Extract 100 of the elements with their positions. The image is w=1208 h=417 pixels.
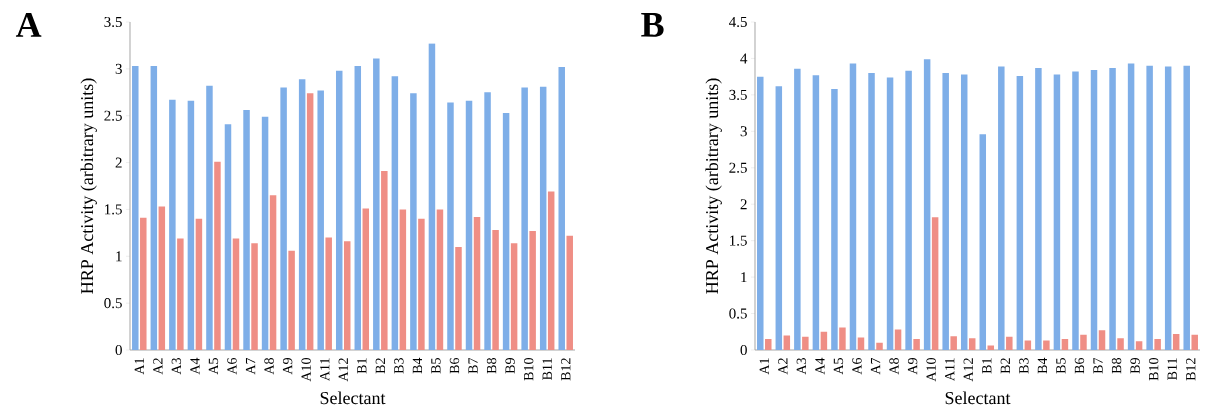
x-tick-label: B1 xyxy=(982,358,992,374)
bar xyxy=(391,76,399,350)
y-tick-label: 2 xyxy=(115,157,122,168)
x-tick-label: A3 xyxy=(171,358,182,375)
y-tick-label: 2.5 xyxy=(104,110,122,121)
x-tick-label: B10 xyxy=(523,358,534,381)
chart-title: A xyxy=(15,12,42,37)
bar xyxy=(399,209,407,350)
bar xyxy=(1016,75,1024,350)
bar xyxy=(1183,65,1190,350)
y-tick-label: 3.5 xyxy=(729,89,747,100)
bar xyxy=(886,77,894,350)
bar xyxy=(960,74,968,350)
bar xyxy=(306,93,314,350)
x-tick-label: A5 xyxy=(833,358,844,375)
bar xyxy=(765,339,772,350)
y-tick-label: 3 xyxy=(115,63,122,74)
x-tick-label: B4 xyxy=(412,357,423,374)
x-tick-label: B7 xyxy=(1093,357,1103,374)
bar xyxy=(521,87,528,350)
bar xyxy=(251,243,258,350)
y-tick-label: 0.5 xyxy=(729,308,747,319)
x-tick-label: B12 xyxy=(1186,358,1196,381)
bar xyxy=(169,99,176,350)
bar xyxy=(757,76,764,350)
x-tick-label: A2 xyxy=(778,358,788,375)
bar xyxy=(317,90,324,350)
bar xyxy=(224,124,232,350)
bar xyxy=(942,73,949,350)
y-tick-label: 1.5 xyxy=(730,235,747,246)
bar xyxy=(529,230,536,350)
bar xyxy=(539,86,547,350)
x-tick-label: A6 xyxy=(852,357,862,375)
bar xyxy=(418,218,425,350)
x-tick-label: B12 xyxy=(561,358,571,381)
bar xyxy=(132,66,139,350)
bar xyxy=(1043,340,1050,350)
bar xyxy=(298,79,306,350)
y-tick-label: 0.5 xyxy=(104,298,122,309)
x-tick-label: A1 xyxy=(134,358,144,375)
bar xyxy=(447,102,454,350)
bar xyxy=(187,100,195,350)
x-tick-label: A4 xyxy=(190,357,200,375)
bar xyxy=(794,68,801,350)
x-tick-label: B1 xyxy=(357,358,367,374)
x-tick-label: B10 xyxy=(1148,358,1159,381)
x-tick-label: B4 xyxy=(1037,357,1048,374)
x-axis-title: Selectant xyxy=(320,391,386,405)
bar xyxy=(1164,66,1172,350)
x-tick-label: A9 xyxy=(907,358,918,375)
bar xyxy=(1035,67,1042,350)
x-tick-label: B2 xyxy=(1000,358,1010,374)
bar xyxy=(1172,333,1180,350)
x-tick-label: A1 xyxy=(759,358,769,375)
x-tick-label: B6 xyxy=(1074,357,1085,374)
bar xyxy=(1098,330,1106,350)
x-tick-label: A6 xyxy=(227,357,237,375)
x-tick-label: B3 xyxy=(1019,358,1029,374)
x-tick-label: B9 xyxy=(505,358,515,374)
x-tick-label: A7 xyxy=(245,357,256,375)
x-tick-label: B9 xyxy=(1130,358,1140,374)
bar xyxy=(232,238,240,350)
bar xyxy=(1109,67,1116,350)
bar xyxy=(876,342,883,350)
y-axis-title: HRP Activity (arbitrary units) xyxy=(80,78,97,294)
x-tick-label: A7 xyxy=(870,357,881,375)
bar xyxy=(1090,70,1098,350)
x-tick-label: A12 xyxy=(963,358,973,382)
bar xyxy=(158,206,166,350)
bar xyxy=(177,238,184,350)
bar xyxy=(1006,336,1013,350)
bar xyxy=(558,66,565,350)
chart-title: B xyxy=(641,12,664,37)
y-tick-label: 1.5 xyxy=(105,204,122,215)
bar xyxy=(547,191,555,350)
x-tick-label: B8 xyxy=(1111,358,1122,374)
bar xyxy=(335,70,343,350)
bar xyxy=(812,75,820,350)
bar xyxy=(455,246,462,350)
x-tick-label: A10 xyxy=(926,358,936,382)
bar xyxy=(243,110,250,350)
bar xyxy=(325,237,332,350)
y-tick-label: 3.5 xyxy=(104,16,122,28)
x-tick-label: B5 xyxy=(1056,358,1066,374)
bar xyxy=(269,195,277,350)
bar xyxy=(280,87,287,350)
bar xyxy=(868,73,875,350)
bar xyxy=(510,243,518,350)
bar xyxy=(1061,339,1069,350)
x-tick-label: A5 xyxy=(208,358,219,375)
bar xyxy=(979,134,987,350)
bar xyxy=(428,43,436,350)
bar xyxy=(484,92,491,350)
bar xyxy=(849,63,857,350)
x-tick-label: A9 xyxy=(282,358,293,375)
bar xyxy=(1127,63,1135,350)
bar xyxy=(195,218,203,350)
x-tick-label: B7 xyxy=(468,357,478,374)
bar xyxy=(214,161,221,350)
bar xyxy=(1154,339,1161,350)
